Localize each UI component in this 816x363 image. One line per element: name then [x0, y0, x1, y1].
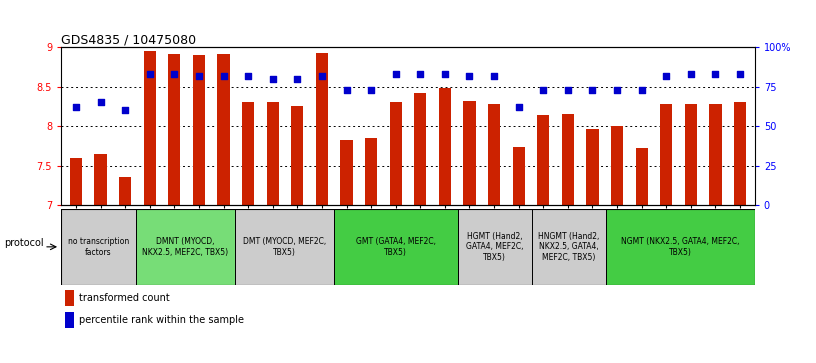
Point [659, 73, 672, 78]
Point [537, 87, 550, 93]
Bar [636, 148, 648, 205]
Bar [64, 312, 73, 329]
Text: no transcription
factors: no transcription factors [68, 237, 129, 257]
Text: percentile rank within the sample: percentile rank within the sample [78, 315, 243, 325]
Bar [70, 158, 82, 205]
Point [635, 87, 648, 93]
Bar [415, 93, 427, 205]
Bar [291, 106, 304, 205]
Bar [709, 104, 721, 205]
Point [193, 73, 206, 78]
Point [340, 87, 353, 93]
Bar [340, 140, 353, 205]
Text: NGMT (NKX2.5, GATA4, MEF2C,
TBX5): NGMT (NKX2.5, GATA4, MEF2C, TBX5) [621, 237, 740, 257]
Point [168, 71, 181, 77]
Point [414, 71, 427, 77]
Text: DMT (MYOCD, MEF2C,
TBX5): DMT (MYOCD, MEF2C, TBX5) [242, 237, 326, 257]
Point [463, 73, 476, 78]
Text: protocol: protocol [4, 238, 44, 248]
Point [512, 104, 526, 110]
Point [242, 73, 255, 78]
Point [586, 87, 599, 93]
Bar [193, 55, 205, 205]
Point [217, 73, 230, 78]
Bar [267, 102, 279, 205]
Bar [606, 209, 755, 285]
Point [118, 107, 131, 113]
Point [365, 87, 378, 93]
Text: transformed count: transformed count [78, 293, 169, 303]
Bar [685, 104, 697, 205]
Bar [316, 53, 328, 205]
Point [709, 71, 722, 77]
Bar [334, 209, 458, 285]
Bar [389, 102, 401, 205]
Bar [135, 209, 235, 285]
Point [316, 73, 329, 78]
Point [266, 76, 279, 82]
Bar [458, 209, 532, 285]
Bar [660, 104, 672, 205]
Point [438, 71, 451, 77]
Point [94, 99, 107, 105]
Bar [587, 129, 599, 205]
Bar [439, 88, 451, 205]
Text: DMNT (MYOCD,
NKX2.5, MEF2C, TBX5): DMNT (MYOCD, NKX2.5, MEF2C, TBX5) [142, 237, 228, 257]
Point [734, 71, 747, 77]
Bar [235, 209, 334, 285]
Bar [365, 138, 377, 205]
Point [69, 104, 82, 110]
Text: GDS4835 / 10475080: GDS4835 / 10475080 [61, 33, 197, 46]
Point [144, 71, 157, 77]
Bar [144, 51, 156, 205]
Bar [119, 178, 131, 205]
Bar [95, 154, 107, 205]
Bar [512, 147, 525, 205]
Point [290, 76, 304, 82]
Bar [217, 53, 229, 205]
Bar [532, 209, 606, 285]
Bar [537, 115, 549, 205]
Text: HNGMT (Hand2,
NKX2.5, GATA4,
MEF2C, TBX5): HNGMT (Hand2, NKX2.5, GATA4, MEF2C, TBX5… [539, 232, 600, 262]
Point [610, 87, 623, 93]
Text: HGMT (Hand2,
GATA4, MEF2C,
TBX5): HGMT (Hand2, GATA4, MEF2C, TBX5) [466, 232, 523, 262]
Bar [168, 53, 180, 205]
Point [487, 73, 500, 78]
Bar [561, 114, 574, 205]
Bar [463, 101, 476, 205]
Text: GMT (GATA4, MEF2C,
TBX5): GMT (GATA4, MEF2C, TBX5) [356, 237, 436, 257]
Bar [64, 290, 73, 306]
Bar [611, 126, 623, 205]
Point [389, 71, 402, 77]
Bar [61, 209, 135, 285]
Point [685, 71, 698, 77]
Bar [488, 104, 500, 205]
Bar [242, 102, 255, 205]
Point [561, 87, 574, 93]
Bar [734, 102, 746, 205]
